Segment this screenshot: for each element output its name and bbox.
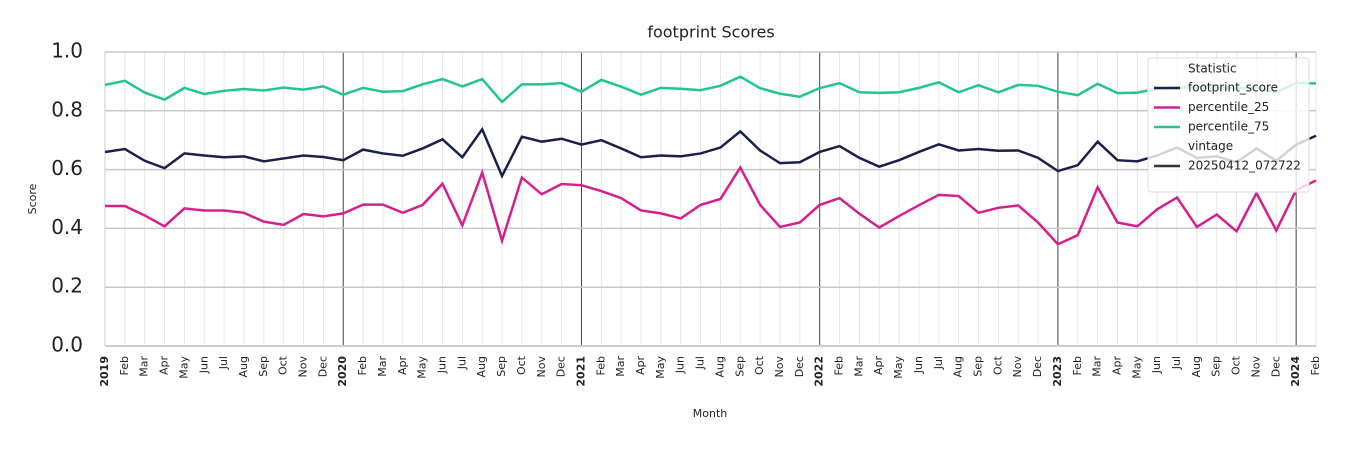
x-tick-label: Aug xyxy=(1190,356,1203,377)
x-tick-label: Mar xyxy=(1091,356,1104,377)
chart-title: footprint Scores xyxy=(647,23,774,42)
x-tick-label: 2019 xyxy=(98,356,111,387)
series-line xyxy=(104,126,1317,180)
x-tick-label: 2022 xyxy=(813,356,826,387)
legend-label: footprint_score xyxy=(1188,81,1278,95)
x-tick-label: Mar xyxy=(376,356,389,377)
x-tick-label: Mar xyxy=(138,356,151,377)
y-tick-label: 0.4 xyxy=(51,215,83,239)
x-tick-label: Feb xyxy=(594,356,607,375)
x-tick-label: 2024 xyxy=(1289,356,1302,387)
x-tick-label: Apr xyxy=(1110,356,1123,376)
x-tick-label: Aug xyxy=(237,356,250,377)
x-tick-label: Feb xyxy=(1309,356,1322,375)
x-tick-label: Nov xyxy=(535,356,548,378)
x-tick-label: Sep xyxy=(257,356,270,377)
x-tick-label: May xyxy=(1130,356,1143,379)
x-tick-label: Jun xyxy=(674,356,687,374)
x-tick-label: Oct xyxy=(753,355,766,375)
x-tick-label: Apr xyxy=(634,356,647,376)
x-tick-label: Nov xyxy=(1011,356,1024,378)
x-tick-label: Nov xyxy=(297,356,310,378)
x-tick-label: 2023 xyxy=(1051,356,1064,387)
x-tick-label: Jul xyxy=(932,356,945,370)
x-tick-label: Feb xyxy=(833,356,846,375)
x-tick-label: Jul xyxy=(217,356,230,370)
x-tick-label: Aug xyxy=(713,356,726,377)
x-tick-label: Sep xyxy=(733,356,746,377)
y-tick-label: 0.0 xyxy=(51,333,83,357)
x-tick-label: Nov xyxy=(1249,356,1262,378)
x-tick-label: May xyxy=(654,356,667,379)
y-tick-label: 0.8 xyxy=(51,97,83,121)
x-tick-label: Sep xyxy=(495,356,508,377)
legend-title: Statistic xyxy=(1188,62,1237,76)
x-tick-label: Aug xyxy=(475,356,488,377)
x-tick-label: Jun xyxy=(1150,356,1163,374)
y-tick-label: 1.0 xyxy=(51,39,83,63)
x-axis-label: Month xyxy=(693,407,728,420)
x-tick-label: Apr xyxy=(872,356,885,376)
x-tick-label: Nov xyxy=(773,356,786,378)
x-tick-label: Dec xyxy=(1031,356,1044,377)
x-tick-label: Jul xyxy=(1170,356,1183,370)
x-tick-label: May xyxy=(177,356,190,379)
x-tick-label: Jul xyxy=(455,356,468,370)
x-tick-label: Jul xyxy=(694,356,707,370)
x-tick-label: Feb xyxy=(118,356,131,375)
series-line xyxy=(105,165,1317,246)
x-tick-label: Oct xyxy=(1230,355,1243,375)
x-tick-label: 2020 xyxy=(336,356,349,387)
x-tick-label: Oct xyxy=(991,355,1004,375)
x-tick-label: Jun xyxy=(912,356,925,374)
x-tick-label: Oct xyxy=(277,355,290,375)
x-tick-label: Aug xyxy=(952,356,965,377)
legend-box xyxy=(1147,57,1310,193)
x-tick-label: Apr xyxy=(396,356,409,376)
x-tick-label: Mar xyxy=(852,356,865,377)
x-tick-label: Sep xyxy=(1210,356,1223,377)
x-tick-label: Oct xyxy=(515,355,528,375)
x-tick-label: Feb xyxy=(1071,356,1084,375)
x-tick-label: Jun xyxy=(435,356,448,374)
x-tick-label: 2021 xyxy=(574,356,587,387)
x-tick-label: Dec xyxy=(316,356,329,377)
legend-label: percentile_25 xyxy=(1188,100,1269,114)
legend-label: percentile_75 xyxy=(1188,120,1269,134)
series-line xyxy=(104,75,1317,104)
x-tick-label: Jun xyxy=(197,356,210,374)
x-tick-label: Mar xyxy=(614,356,627,377)
x-tick-label: Feb xyxy=(356,356,369,375)
y-tick-label: 0.2 xyxy=(51,274,83,298)
legend-subtitle: vintage xyxy=(1188,139,1233,153)
x-tick-label: May xyxy=(416,356,429,379)
x-tick-label: Sep xyxy=(972,356,985,377)
x-tick-label: Dec xyxy=(793,356,806,377)
legend-label: 20250412_072722 xyxy=(1188,159,1301,173)
x-tick-label: Dec xyxy=(1269,356,1282,377)
x-tick-label: Dec xyxy=(555,356,568,377)
y-axis-label: Score xyxy=(26,183,39,214)
y-tick-label: 0.6 xyxy=(51,156,83,180)
x-tick-label: Apr xyxy=(158,356,171,376)
x-tick-label: May xyxy=(892,356,905,379)
